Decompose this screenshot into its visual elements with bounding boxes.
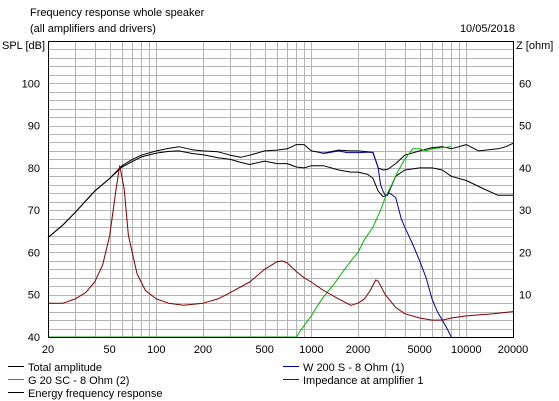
y2-tick-label: 20 <box>519 247 531 259</box>
x-tick-label: 100 <box>147 344 165 356</box>
plot-frame <box>48 41 514 338</box>
plot-grid <box>48 41 513 337</box>
y2-tick-label: 40 <box>519 163 531 175</box>
y-tick-label: 40 <box>28 332 40 344</box>
x-tick-label: 1000 <box>299 344 323 356</box>
y-tick-label: 70 <box>28 205 40 217</box>
y2-tick-label: 10 <box>519 290 531 302</box>
y2-tick-label: 60 <box>519 78 531 90</box>
series-line-energy-frequency-response <box>47 142 514 238</box>
x-tick-label: 20000 <box>498 344 529 356</box>
x-tick-label: 50 <box>104 344 116 356</box>
x-tick-label: 2000 <box>346 344 370 356</box>
axis-ticks: 20 50 100 200 500 1000 2000 5000 10000 20000 40 50 6… <box>22 78 532 356</box>
y-tick-label: 90 <box>28 121 40 133</box>
legend-label: Total amplitude <box>28 362 102 374</box>
x-tick-label: 5000 <box>407 344 431 356</box>
legend-label: Energy frequency response <box>28 388 163 400</box>
y-tick-label: 50 <box>28 290 40 302</box>
series-line-w-200-s-8-ohm-1 <box>317 150 452 338</box>
chart-subtitle: (all amplifiers and drivers) <box>30 23 156 35</box>
legend-label: Impedance at amplifier 1 <box>303 375 423 387</box>
chart-date: 10/05/2018 <box>460 23 515 35</box>
y-tick-label: 100 <box>22 78 40 90</box>
y-axis-label: SPL [dB] <box>2 40 45 52</box>
x-tick-label: 10000 <box>451 344 482 356</box>
y2-axis-label: Z [ohm] <box>516 40 553 52</box>
y-tick-label: 60 <box>28 247 40 259</box>
legend-label: G 20 SC - 8 Ohm (2) <box>28 375 129 387</box>
chart-title: Frequency response whole speaker <box>30 7 205 19</box>
series-line-g-20-sc-8-ohm-2 <box>48 146 452 338</box>
legend-label: W 200 S - 8 Ohm (1) <box>303 362 404 374</box>
y2-tick-label: 30 <box>519 205 531 217</box>
series-line-impedance-at-amplifier-1 <box>48 165 514 321</box>
series-line-total-amplitude <box>47 150 513 238</box>
series-lines <box>47 142 514 338</box>
y2-tick-label: 50 <box>519 121 531 133</box>
x-tick-label: 20 <box>42 344 54 356</box>
x-tick-label: 200 <box>194 344 212 356</box>
y-tick-label: 80 <box>28 163 40 175</box>
x-tick-label: 500 <box>256 344 274 356</box>
legend: Total amplitude W 200 S - 8 Ohm (1) G 20 S… <box>8 362 423 400</box>
